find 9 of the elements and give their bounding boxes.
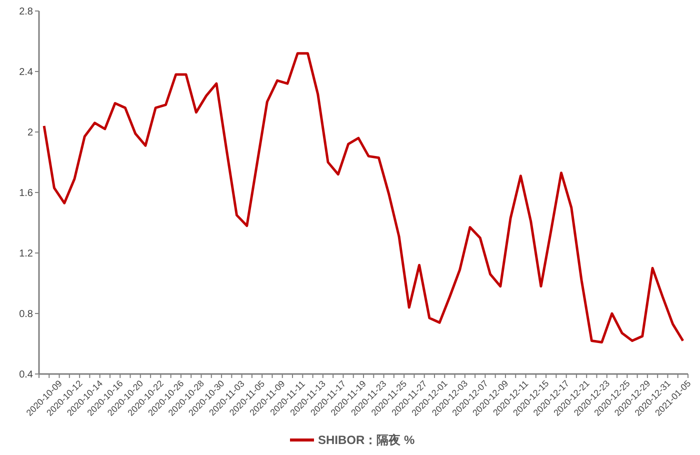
y-tick-label: 0.8: [19, 309, 34, 320]
legend-label: SHIBOR：隔夜 %: [318, 433, 416, 448]
y-tick-label: 2.8: [19, 6, 34, 18]
y-tick-label: 2: [27, 128, 34, 138]
y-tick-label: 0.4: [19, 370, 34, 380]
y-tick-label: 2.4: [19, 67, 34, 78]
line-series: [42, 52, 684, 344]
y-tick-label: 1.2: [19, 248, 34, 260]
y-tick-label: 1.6: [19, 188, 34, 199]
